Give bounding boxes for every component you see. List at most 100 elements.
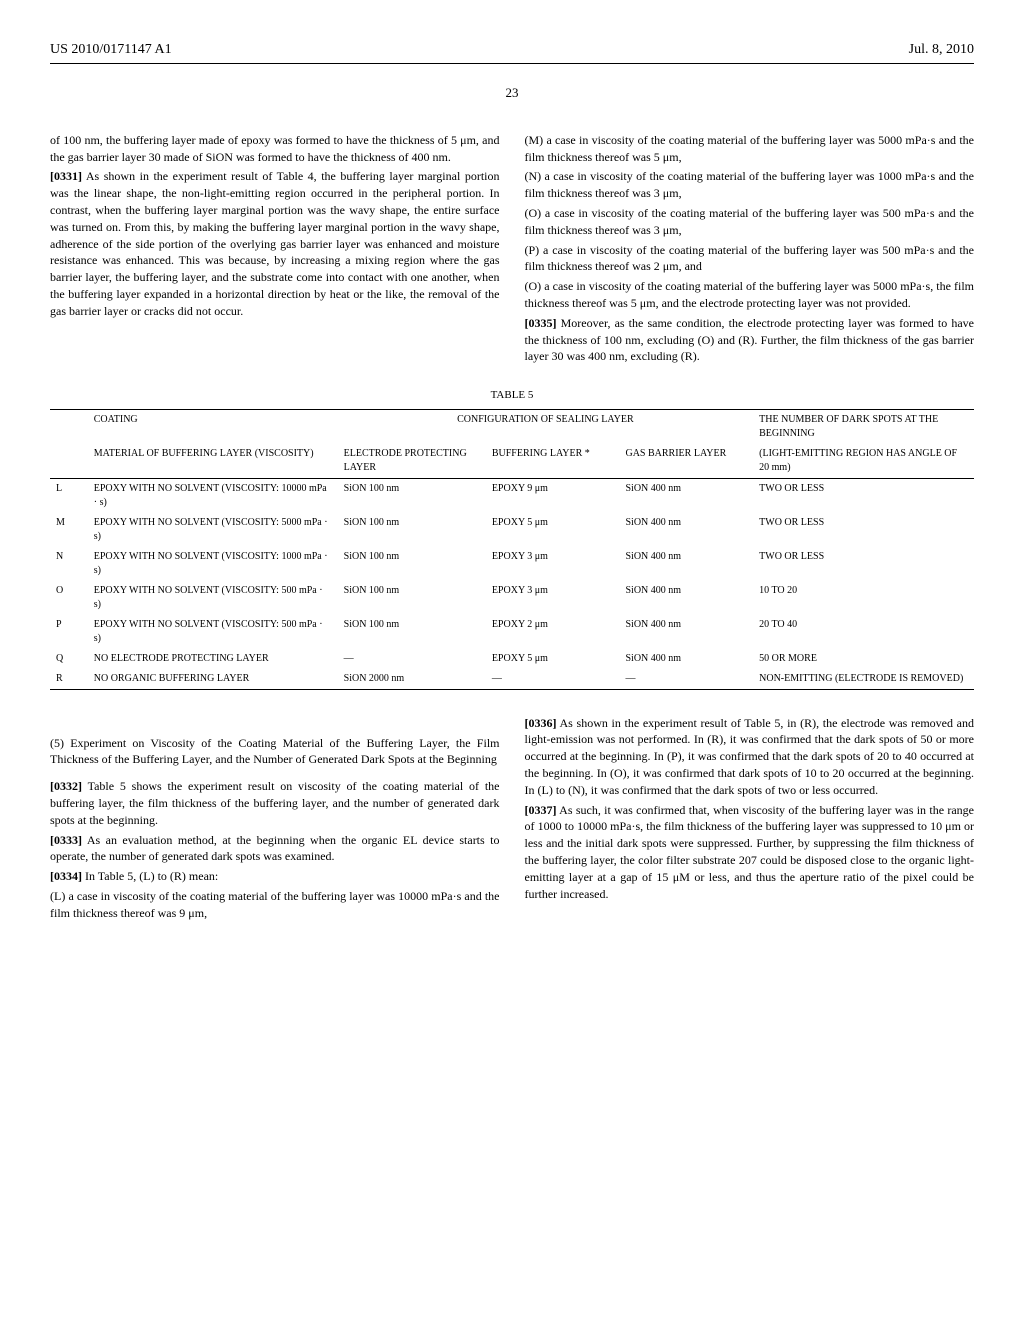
para-num-0336: [0336] [525,716,557,730]
para-0333: [0333] As an evaluation method, at the b… [50,832,500,866]
para-0332-text: Table 5 shows the experiment result on v… [50,779,500,827]
table-cell: N [50,547,88,581]
th-light: (LIGHT-EMITTING REGION HAS ANGLE OF 20 m… [753,444,974,479]
table-cell: SiON 100 nm [338,615,486,649]
para-0337: [0337] As such, it was confirmed that, w… [525,802,975,903]
para-num-0332: [0332] [50,779,82,793]
bottom-columns: (5) Experiment on Viscosity of the Coati… [50,715,974,925]
para-0331: [0331] As shown in the experiment result… [50,168,500,319]
para-0337-text: As such, it was confirmed that, when vis… [525,803,975,901]
th-coating: COATING [88,409,338,444]
table-row: LEPOXY WITH NO SOLVENT (VISCOSITY: 10000… [50,478,974,513]
table5-body: LEPOXY WITH NO SOLVENT (VISCOSITY: 10000… [50,478,974,689]
right-column-bottom: [0336] As shown in the experiment result… [525,715,975,925]
table-cell: NON-EMITTING (ELECTRODE IS REMOVED) [753,669,974,690]
table-cell: EPOXY WITH NO SOLVENT (VISCOSITY: 500 mP… [88,581,338,615]
para-l: (L) a case in viscosity of the coating m… [50,888,500,922]
table-cell: SiON 100 nm [338,478,486,513]
para-p: (P) a case in viscosity of the coating m… [525,242,975,276]
para-0331-text: As shown in the experiment result of Tab… [50,169,500,317]
table-cell: — [486,669,620,690]
para-num-0334: [0334] [50,869,82,883]
table-cell: EPOXY 5 μm [486,513,620,547]
para-0332: [0332] Table 5 shows the experiment resu… [50,778,500,828]
page-number: 23 [50,84,974,102]
table-cell: SiON 2000 nm [338,669,486,690]
para-o: (O) a case in viscosity of the coating m… [525,205,975,239]
table5-label: TABLE 5 [50,388,974,403]
para-0333-text: As an evaluation method, at the beginnin… [50,833,500,864]
table-row: QNO ELECTRODE PROTECTING LAYER—EPOXY 5 μ… [50,649,974,669]
top-columns: of 100 nm, the buffering layer made of e… [50,132,974,368]
table-cell: EPOXY 3 μm [486,547,620,581]
table5-header2: MATERIAL OF BUFFERING LAYER (VISCOSITY) … [50,444,974,479]
table-cell: SiON 100 nm [338,581,486,615]
para-o2: (O) a case in viscosity of the coating m… [525,278,975,312]
para-continuation: of 100 nm, the buffering layer made of e… [50,132,500,166]
table-cell: — [338,649,486,669]
table-row: MEPOXY WITH NO SOLVENT (VISCOSITY: 5000 … [50,513,974,547]
para-0335-text: Moreover, as the same condition, the ele… [525,316,975,364]
table-cell: SiON 100 nm [338,547,486,581]
table-cell: TWO OR LESS [753,478,974,513]
table-row: OEPOXY WITH NO SOLVENT (VISCOSITY: 500 m… [50,581,974,615]
table-cell: SiON 400 nm [619,581,753,615]
table-cell: EPOXY WITH NO SOLVENT (VISCOSITY: 5000 m… [88,513,338,547]
publication-number: US 2010/0171147 A1 [50,40,172,60]
table-cell: EPOXY 2 μm [486,615,620,649]
table-cell: SiON 400 nm [619,649,753,669]
para-num-0333: [0333] [50,833,82,847]
table-row: NEPOXY WITH NO SOLVENT (VISCOSITY: 1000 … [50,547,974,581]
table-cell: P [50,615,88,649]
table-cell: O [50,581,88,615]
para-n: (N) a case in viscosity of the coating m… [525,168,975,202]
table-cell: EPOXY WITH NO SOLVENT (VISCOSITY: 1000 m… [88,547,338,581]
table-cell: EPOXY 3 μm [486,581,620,615]
table-cell: SiON 400 nm [619,547,753,581]
table-cell: EPOXY 9 μm [486,478,620,513]
table-cell: SiON 400 nm [619,615,753,649]
para-num-0331: [0331] [50,169,82,183]
table-cell: EPOXY 5 μm [486,649,620,669]
table-cell: SiON 100 nm [338,513,486,547]
table-cell: R [50,669,88,690]
th-config: CONFIGURATION OF SEALING LAYER [338,409,754,444]
para-m: (M) a case in viscosity of the coating m… [525,132,975,166]
table5: COATING CONFIGURATION OF SEALING LAYER T… [50,409,974,690]
table-cell: NO ELECTRODE PROTECTING LAYER [88,649,338,669]
right-column-top: (M) a case in viscosity of the coating m… [525,132,975,368]
table-cell: L [50,478,88,513]
th-material: MATERIAL OF BUFFERING LAYER (VISCOSITY) [88,444,338,479]
th-gas: GAS BARRIER LAYER [619,444,753,479]
para-num-0337: [0337] [525,803,557,817]
para-0336-text: As shown in the experiment result of Tab… [525,716,975,797]
table-cell: SiON 400 nm [619,513,753,547]
table-cell: EPOXY WITH NO SOLVENT (VISCOSITY: 10000 … [88,478,338,513]
table-cell: TWO OR LESS [753,547,974,581]
th-darkspots: THE NUMBER OF DARK SPOTS AT THE BEGINNIN… [753,409,974,444]
table5-header1: COATING CONFIGURATION OF SEALING LAYER T… [50,409,974,444]
th-electrode: ELECTRODE PROTECTING LAYER [338,444,486,479]
para-0336: [0336] As shown in the experiment result… [525,715,975,799]
table-row: RNO ORGANIC BUFFERING LAYERSiON 2000 nm—… [50,669,974,690]
table-cell: 20 TO 40 [753,615,974,649]
table-row: PEPOXY WITH NO SOLVENT (VISCOSITY: 500 m… [50,615,974,649]
para-num-0335: [0335] [525,316,557,330]
table-cell: TWO OR LESS [753,513,974,547]
para-0334-text: In Table 5, (L) to (R) mean: [85,869,218,883]
page-header: US 2010/0171147 A1 Jul. 8, 2010 [50,40,974,64]
table-cell: SiON 400 nm [619,478,753,513]
table-cell: M [50,513,88,547]
table-cell: EPOXY WITH NO SOLVENT (VISCOSITY: 500 mP… [88,615,338,649]
table-cell: — [619,669,753,690]
left-column-top: of 100 nm, the buffering layer made of e… [50,132,500,368]
para-0334: [0334] In Table 5, (L) to (R) mean: [50,868,500,885]
table-cell: Q [50,649,88,669]
publication-date: Jul. 8, 2010 [909,40,974,60]
table-cell: NO ORGANIC BUFFERING LAYER [88,669,338,690]
section-5-title: (5) Experiment on Viscosity of the Coati… [50,735,500,769]
th-buffer: BUFFERING LAYER * [486,444,620,479]
table-cell: 10 TO 20 [753,581,974,615]
table-cell: 50 OR MORE [753,649,974,669]
left-column-bottom: (5) Experiment on Viscosity of the Coati… [50,715,500,925]
